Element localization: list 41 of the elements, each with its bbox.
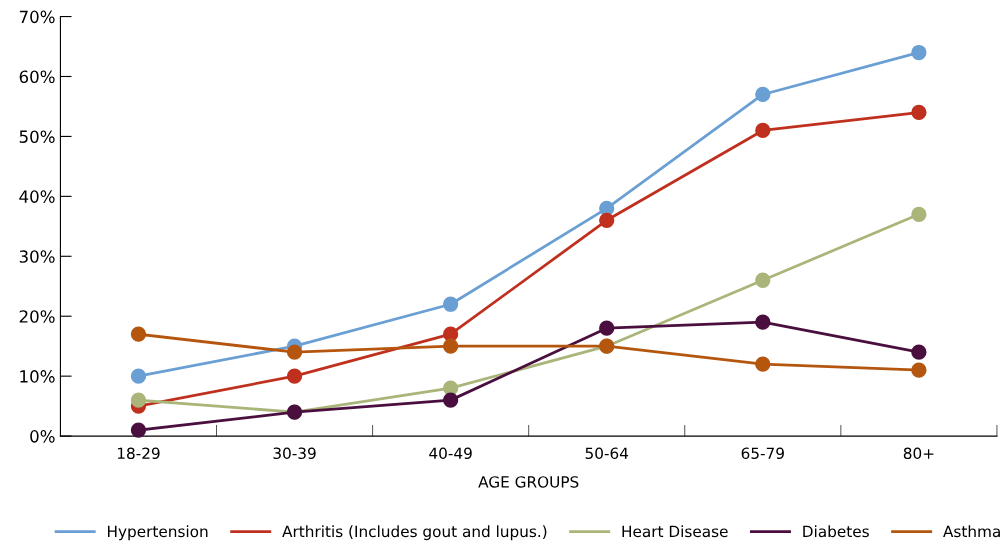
x-tick-label: 65-79 xyxy=(741,447,784,460)
y-tick-label: 70% xyxy=(19,10,55,24)
x-tick-label: 80+ xyxy=(903,447,934,460)
y-tick-label: 0% xyxy=(30,430,55,443)
point xyxy=(442,296,459,312)
point xyxy=(286,344,303,360)
y-tick-label: 30% xyxy=(19,250,55,263)
x-tick-label: 30-39 xyxy=(273,447,316,460)
point xyxy=(442,392,459,408)
point xyxy=(130,326,147,342)
y-tick-label: 60% xyxy=(19,70,55,84)
point xyxy=(130,368,147,384)
point xyxy=(911,44,927,61)
y-tick-label: 40% xyxy=(19,190,55,203)
legend-label: Heart Disease xyxy=(622,525,728,538)
point xyxy=(286,368,303,384)
point xyxy=(599,212,615,228)
legend-label: Diabetes xyxy=(803,525,869,538)
point xyxy=(755,356,771,372)
x-tick-label: 50-64 xyxy=(585,447,629,460)
point xyxy=(755,122,771,139)
point xyxy=(755,86,771,103)
x-tick-label: 40-49 xyxy=(429,447,472,460)
point xyxy=(911,344,927,360)
point xyxy=(130,392,147,408)
point xyxy=(755,314,771,330)
point xyxy=(130,422,147,438)
point xyxy=(442,338,459,354)
legend-label: Arthritis (Includes gout and lupus.) xyxy=(282,525,547,541)
y-tick-label: 50% xyxy=(19,130,55,143)
point xyxy=(755,272,771,288)
legend-label: Hypertension xyxy=(107,525,208,541)
x-axis-title: AGE GROUPS xyxy=(478,476,579,488)
legend-label: Asthma xyxy=(943,525,1000,538)
point xyxy=(911,206,927,222)
y-tick-label: 20% xyxy=(19,310,55,323)
y-tick-label: 10% xyxy=(20,370,55,383)
point xyxy=(599,320,615,336)
x-tick-label: 18-29 xyxy=(117,447,160,460)
point xyxy=(911,104,927,121)
point xyxy=(911,362,927,378)
